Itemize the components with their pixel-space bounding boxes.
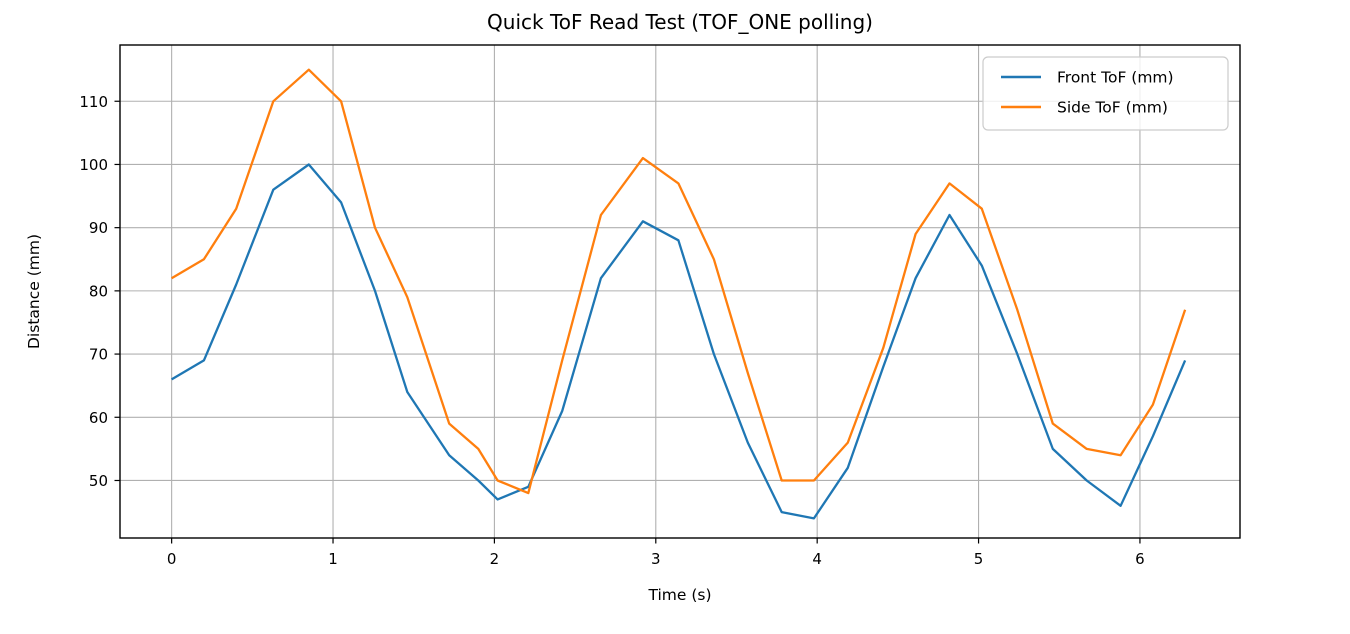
legend: Front ToF (mm) Side ToF (mm) bbox=[982, 56, 1229, 131]
y-tick-label: 110 bbox=[79, 93, 108, 111]
series-line-0 bbox=[171, 163, 1187, 520]
legend-box bbox=[982, 56, 1229, 131]
y-tick-label: 60 bbox=[89, 409, 108, 427]
y-axis-label: Distance (mm) bbox=[25, 234, 43, 349]
x-tick-label: 2 bbox=[490, 550, 500, 568]
legend-label-side: Side ToF (mm) bbox=[1057, 99, 1168, 117]
x-tick-label: 1 bbox=[328, 550, 338, 568]
x-tick-label: 4 bbox=[812, 550, 822, 568]
y-tick-label: 100 bbox=[79, 156, 108, 174]
legend-label-front: Front ToF (mm) bbox=[1057, 69, 1174, 87]
y-tick-label: 90 bbox=[89, 219, 108, 237]
plot-border bbox=[119, 44, 1241, 539]
x-tick-label: 3 bbox=[651, 550, 661, 568]
x-tick-label: 6 bbox=[1135, 550, 1145, 568]
y-tick-label: 80 bbox=[89, 282, 108, 300]
y-tick-label: 70 bbox=[89, 346, 108, 364]
chart-title: Quick ToF Read Test (TOF_ONE polling) bbox=[487, 10, 873, 34]
tick-layer: 0 1 2 3 4 5 6 50 60 70 80 90 100 110 bbox=[79, 93, 1144, 568]
x-tick-label: 5 bbox=[974, 550, 984, 568]
x-axis-label: Time (s) bbox=[647, 586, 711, 604]
x-tick-label: 0 bbox=[167, 550, 177, 568]
series-layer bbox=[171, 68, 1187, 520]
series-line-1 bbox=[171, 68, 1187, 495]
y-tick-label: 50 bbox=[89, 472, 108, 490]
